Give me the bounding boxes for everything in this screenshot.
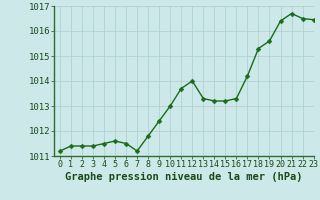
X-axis label: Graphe pression niveau de la mer (hPa): Graphe pression niveau de la mer (hPa) xyxy=(65,172,303,182)
